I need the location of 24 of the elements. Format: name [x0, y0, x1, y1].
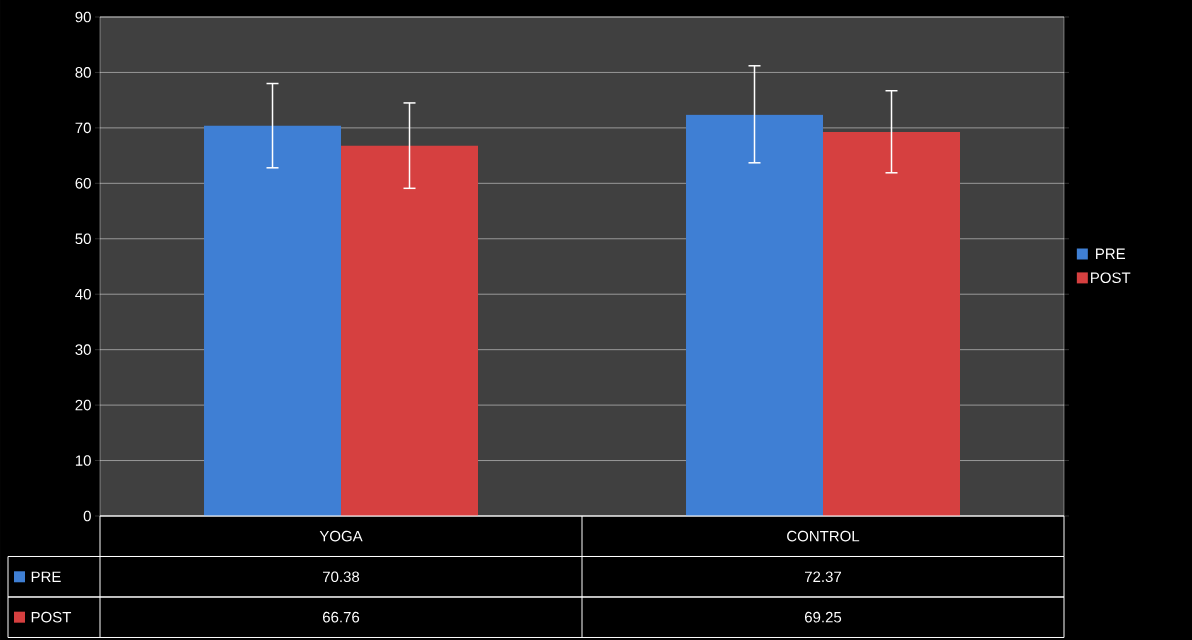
legend-label: PRE — [31, 571, 61, 582]
y-tick-label: 40 — [75, 288, 91, 300]
bar — [204, 125, 342, 516]
bar — [823, 132, 960, 516]
y-tick-label: 70 — [75, 122, 91, 134]
bar — [686, 114, 823, 516]
x-tick-label: YOGA — [319, 530, 363, 542]
x-tick-label: CONTROL — [787, 530, 860, 542]
y-tick-label: 0 — [83, 510, 91, 522]
data-label: 72.37 — [805, 571, 842, 583]
data-label: 70.38 — [323, 571, 360, 583]
bar — [341, 145, 479, 516]
y-tick-label: 60 — [75, 178, 91, 189]
data-label: 66.76 — [323, 611, 360, 623]
text: PRE — [1096, 248, 1126, 259]
y-tick-label: 50 — [75, 233, 91, 245]
y-tick-label: 20 — [75, 399, 91, 411]
y-tick-label: 80 — [75, 67, 91, 78]
legend-label: POST — [1091, 272, 1131, 284]
data-label: 69.25 — [805, 611, 842, 623]
y-tick-label: 10 — [75, 455, 91, 466]
text: POST — [31, 611, 72, 623]
y-tick-label: 30 — [75, 344, 91, 355]
y-tick-label: 90 — [75, 11, 91, 23]
